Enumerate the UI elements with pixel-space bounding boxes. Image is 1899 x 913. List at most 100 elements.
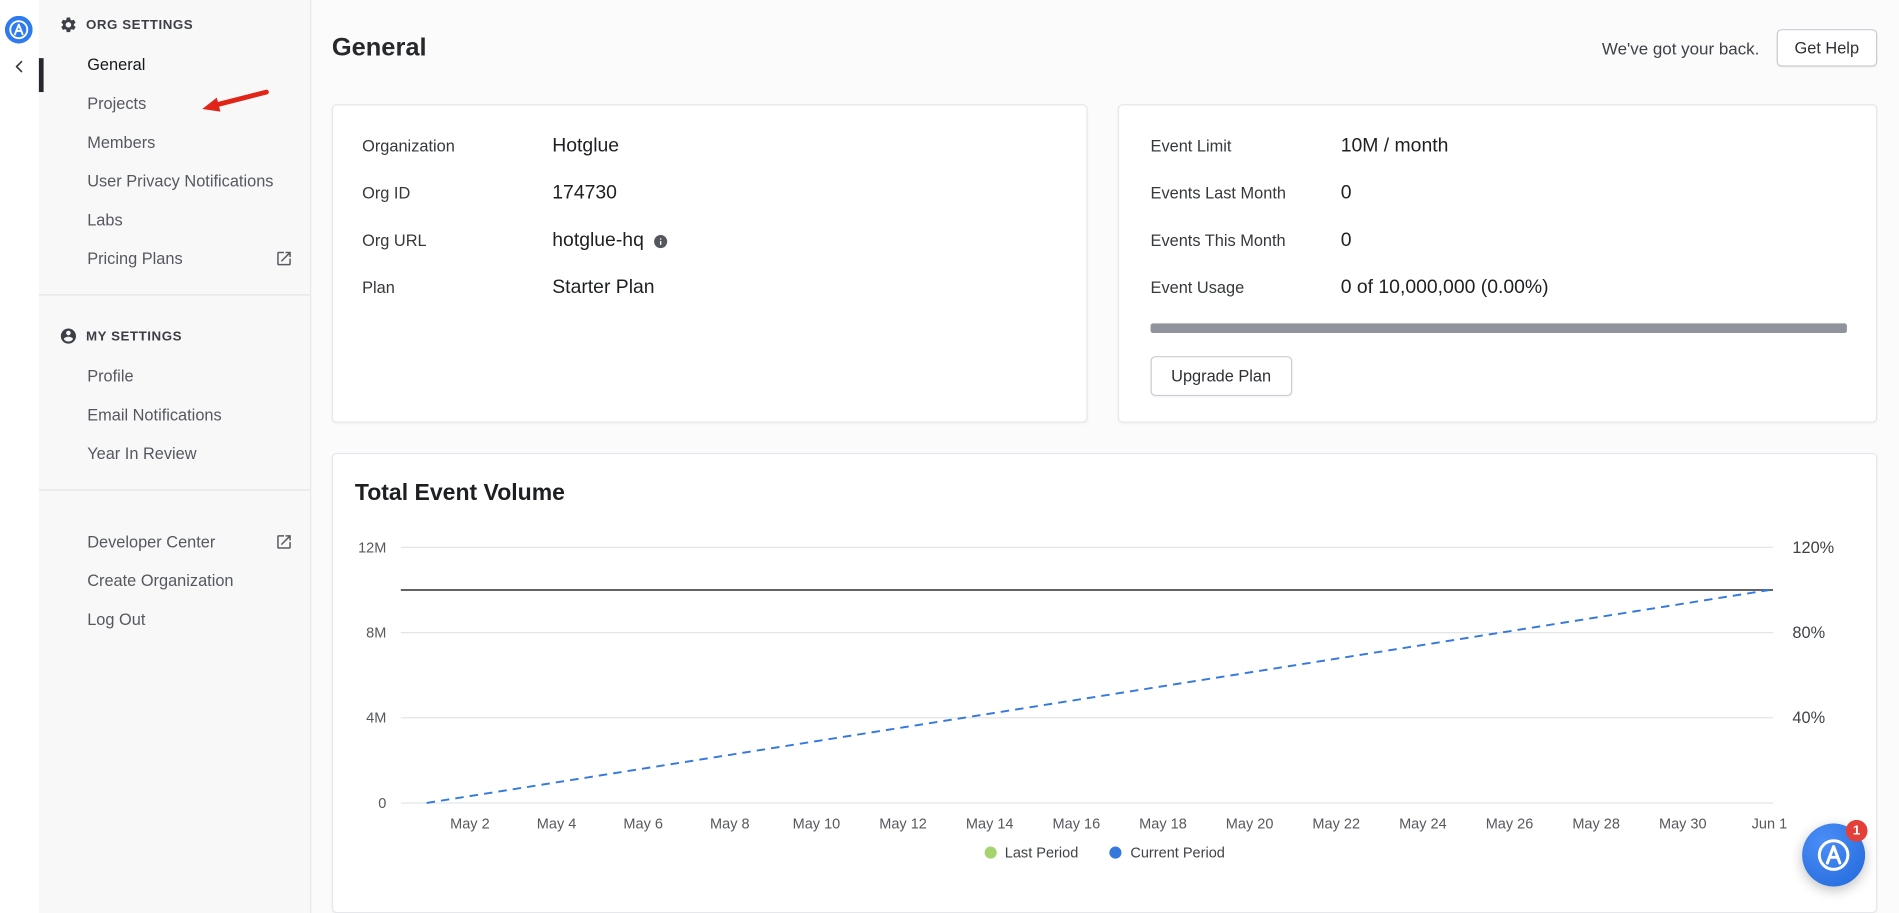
sidebar-item-pricing-plans[interactable]: Pricing Plans xyxy=(39,239,310,278)
legend-dot-current-period xyxy=(1109,846,1122,859)
sidebar-collapse-button[interactable] xyxy=(8,56,30,78)
sidebar-divider xyxy=(38,294,311,296)
sidebar-item-create-organization[interactable]: Create Organization xyxy=(39,561,310,600)
sidebar-item-profile[interactable]: Profile xyxy=(39,356,310,395)
svg-text:May 8: May 8 xyxy=(710,816,750,832)
sidebar-item-members[interactable]: Members xyxy=(39,122,310,161)
external-link-icon xyxy=(277,251,291,265)
my-settings-section: MY SETTINGS Profile Email Notifications … xyxy=(39,303,310,482)
svg-text:May 6: May 6 xyxy=(623,816,663,832)
sidebar-item-labs[interactable]: Labs xyxy=(39,200,310,239)
org-url-value: hotglue-hq xyxy=(552,230,644,251)
page-title: General xyxy=(331,33,427,62)
sidebar-item-log-out[interactable]: Log Out xyxy=(39,599,310,638)
sidebar-item-label: Members xyxy=(87,132,156,151)
event-usage-card: Event Limit 10M / month Events Last Mont… xyxy=(1117,104,1878,423)
settings-sidebar: ORG SETTINGS General Projects Members Us… xyxy=(38,0,312,913)
row-label: Org URL xyxy=(362,231,427,250)
org-settings-section: ORG SETTINGS General Projects Members Us… xyxy=(39,0,310,287)
chat-widget-button[interactable]: 1 xyxy=(1802,819,1868,887)
row-value: Starter Plan xyxy=(552,277,655,298)
sidebar-item-label: Email Notifications xyxy=(87,405,222,424)
upgrade-plan-button[interactable]: Upgrade Plan xyxy=(1150,356,1292,397)
sidebar-item-label: Labs xyxy=(87,210,123,229)
svg-text:120%: 120% xyxy=(1792,539,1834,557)
legend-current-period[interactable]: Current Period xyxy=(1109,844,1225,862)
svg-text:May 14: May 14 xyxy=(966,816,1014,832)
svg-text:8M: 8M xyxy=(366,625,386,641)
info-row: Events Last Month 0 xyxy=(1151,182,1847,206)
row-label: Events Last Month xyxy=(1150,184,1286,203)
my-settings-header-label: MY SETTINGS xyxy=(85,328,183,344)
legend-label: Current Period xyxy=(1130,844,1225,862)
main-content: General We've got your back. Get Help Or… xyxy=(311,0,1899,913)
row-value: 0 of 10,000,000 (0.00%) xyxy=(1340,277,1549,298)
sidebar-item-label: Year In Review xyxy=(87,443,197,463)
row-value: 174730 xyxy=(552,182,617,204)
hotglue-logo-icon xyxy=(1817,839,1850,871)
active-nav-indicator xyxy=(38,58,44,93)
row-label: Events This Month xyxy=(1150,231,1286,250)
row-value: hotglue-hq xyxy=(552,229,668,253)
help-area: We've got your back. Get Help xyxy=(1601,29,1878,67)
chart-title: Total Event Volume xyxy=(354,480,565,507)
info-row: Event Limit 10M / month xyxy=(1151,134,1847,158)
sidebar-item-label: Developer Center xyxy=(87,532,216,551)
row-value: Hotglue xyxy=(552,135,620,157)
sidebar-item-year-in-review[interactable]: Year In Review xyxy=(39,434,310,473)
sidebar-divider xyxy=(38,489,311,491)
sidebar-item-label: Projects xyxy=(87,93,147,113)
organization-card: Organization Hotglue Org ID 174730 Org U… xyxy=(331,104,1088,423)
svg-text:May 10: May 10 xyxy=(793,816,841,832)
svg-text:12M: 12M xyxy=(358,540,386,556)
gear-icon xyxy=(61,17,76,33)
my-settings-header: MY SETTINGS xyxy=(39,303,310,356)
sidebar-footer-section: Developer Center Create Organization Log… xyxy=(39,498,310,648)
get-help-button[interactable]: Get Help xyxy=(1776,29,1878,67)
org-avatar[interactable] xyxy=(4,15,33,44)
sidebar-item-user-privacy-notifications[interactable]: User Privacy Notifications xyxy=(39,161,310,200)
svg-text:4M: 4M xyxy=(366,711,386,727)
person-icon xyxy=(60,328,76,344)
svg-text:May 28: May 28 xyxy=(1572,816,1620,832)
support-text: We've got your back. xyxy=(1601,38,1760,58)
sidebar-item-label: General xyxy=(87,55,146,74)
svg-text:May 2: May 2 xyxy=(450,816,490,832)
info-row: Organization Hotglue xyxy=(362,134,1057,158)
info-row: Event Usage 0 of 10,000,000 (0.00%) xyxy=(1151,276,1847,300)
svg-text:May 18: May 18 xyxy=(1139,816,1187,832)
total-event-volume-card: Total Event Volume 0 4M 8M 12M 40% 80% 120% May… xyxy=(331,452,1878,913)
svg-text:40%: 40% xyxy=(1792,709,1825,727)
sidebar-item-label: Pricing Plans xyxy=(87,248,183,268)
sidebar-item-general[interactable]: General xyxy=(39,45,310,84)
sidebar-item-email-notifications[interactable]: Email Notifications xyxy=(39,395,310,434)
legend-label: Last Period xyxy=(1004,844,1079,862)
svg-text:May 16: May 16 xyxy=(1053,816,1101,832)
left-rail xyxy=(0,0,39,913)
row-label: Event Limit xyxy=(1150,136,1232,156)
sidebar-item-label: Create Organization xyxy=(87,571,234,590)
external-link-icon xyxy=(277,534,291,549)
svg-text:May 24: May 24 xyxy=(1399,816,1447,832)
svg-text:May 26: May 26 xyxy=(1486,816,1534,832)
svg-text:Jun 1: Jun 1 xyxy=(1752,816,1788,832)
svg-text:May 20: May 20 xyxy=(1226,816,1274,832)
sidebar-item-projects[interactable]: Projects xyxy=(39,84,310,123)
event-volume-chart: 0 4M 8M 12M 40% 80% 120% May 2 May 4 May 6 May 8 Ma… xyxy=(358,539,1834,833)
svg-text:May 22: May 22 xyxy=(1312,816,1360,832)
sidebar-item-developer-center[interactable]: Developer Center xyxy=(39,522,310,561)
svg-text:80%: 80% xyxy=(1792,624,1825,642)
org-settings-header-label: ORG SETTINGS xyxy=(85,17,194,33)
chart-legend: Last Period Current Period xyxy=(355,844,1854,861)
sidebar-item-label: Log Out xyxy=(87,609,146,628)
info-icon[interactable] xyxy=(652,233,668,249)
info-cards-row: Organization Hotglue Org ID 174730 Org U… xyxy=(331,104,1878,423)
info-row: Org URL hotglue-hq xyxy=(362,229,1057,253)
unread-badge: 1 xyxy=(1845,819,1868,842)
svg-text:May 12: May 12 xyxy=(879,816,927,832)
event-usage-progress-bar xyxy=(1150,323,1847,334)
row-label: Event Usage xyxy=(1150,278,1245,297)
sidebar-item-label: Profile xyxy=(87,366,134,385)
legend-last-period[interactable]: Last Period xyxy=(984,844,1078,861)
